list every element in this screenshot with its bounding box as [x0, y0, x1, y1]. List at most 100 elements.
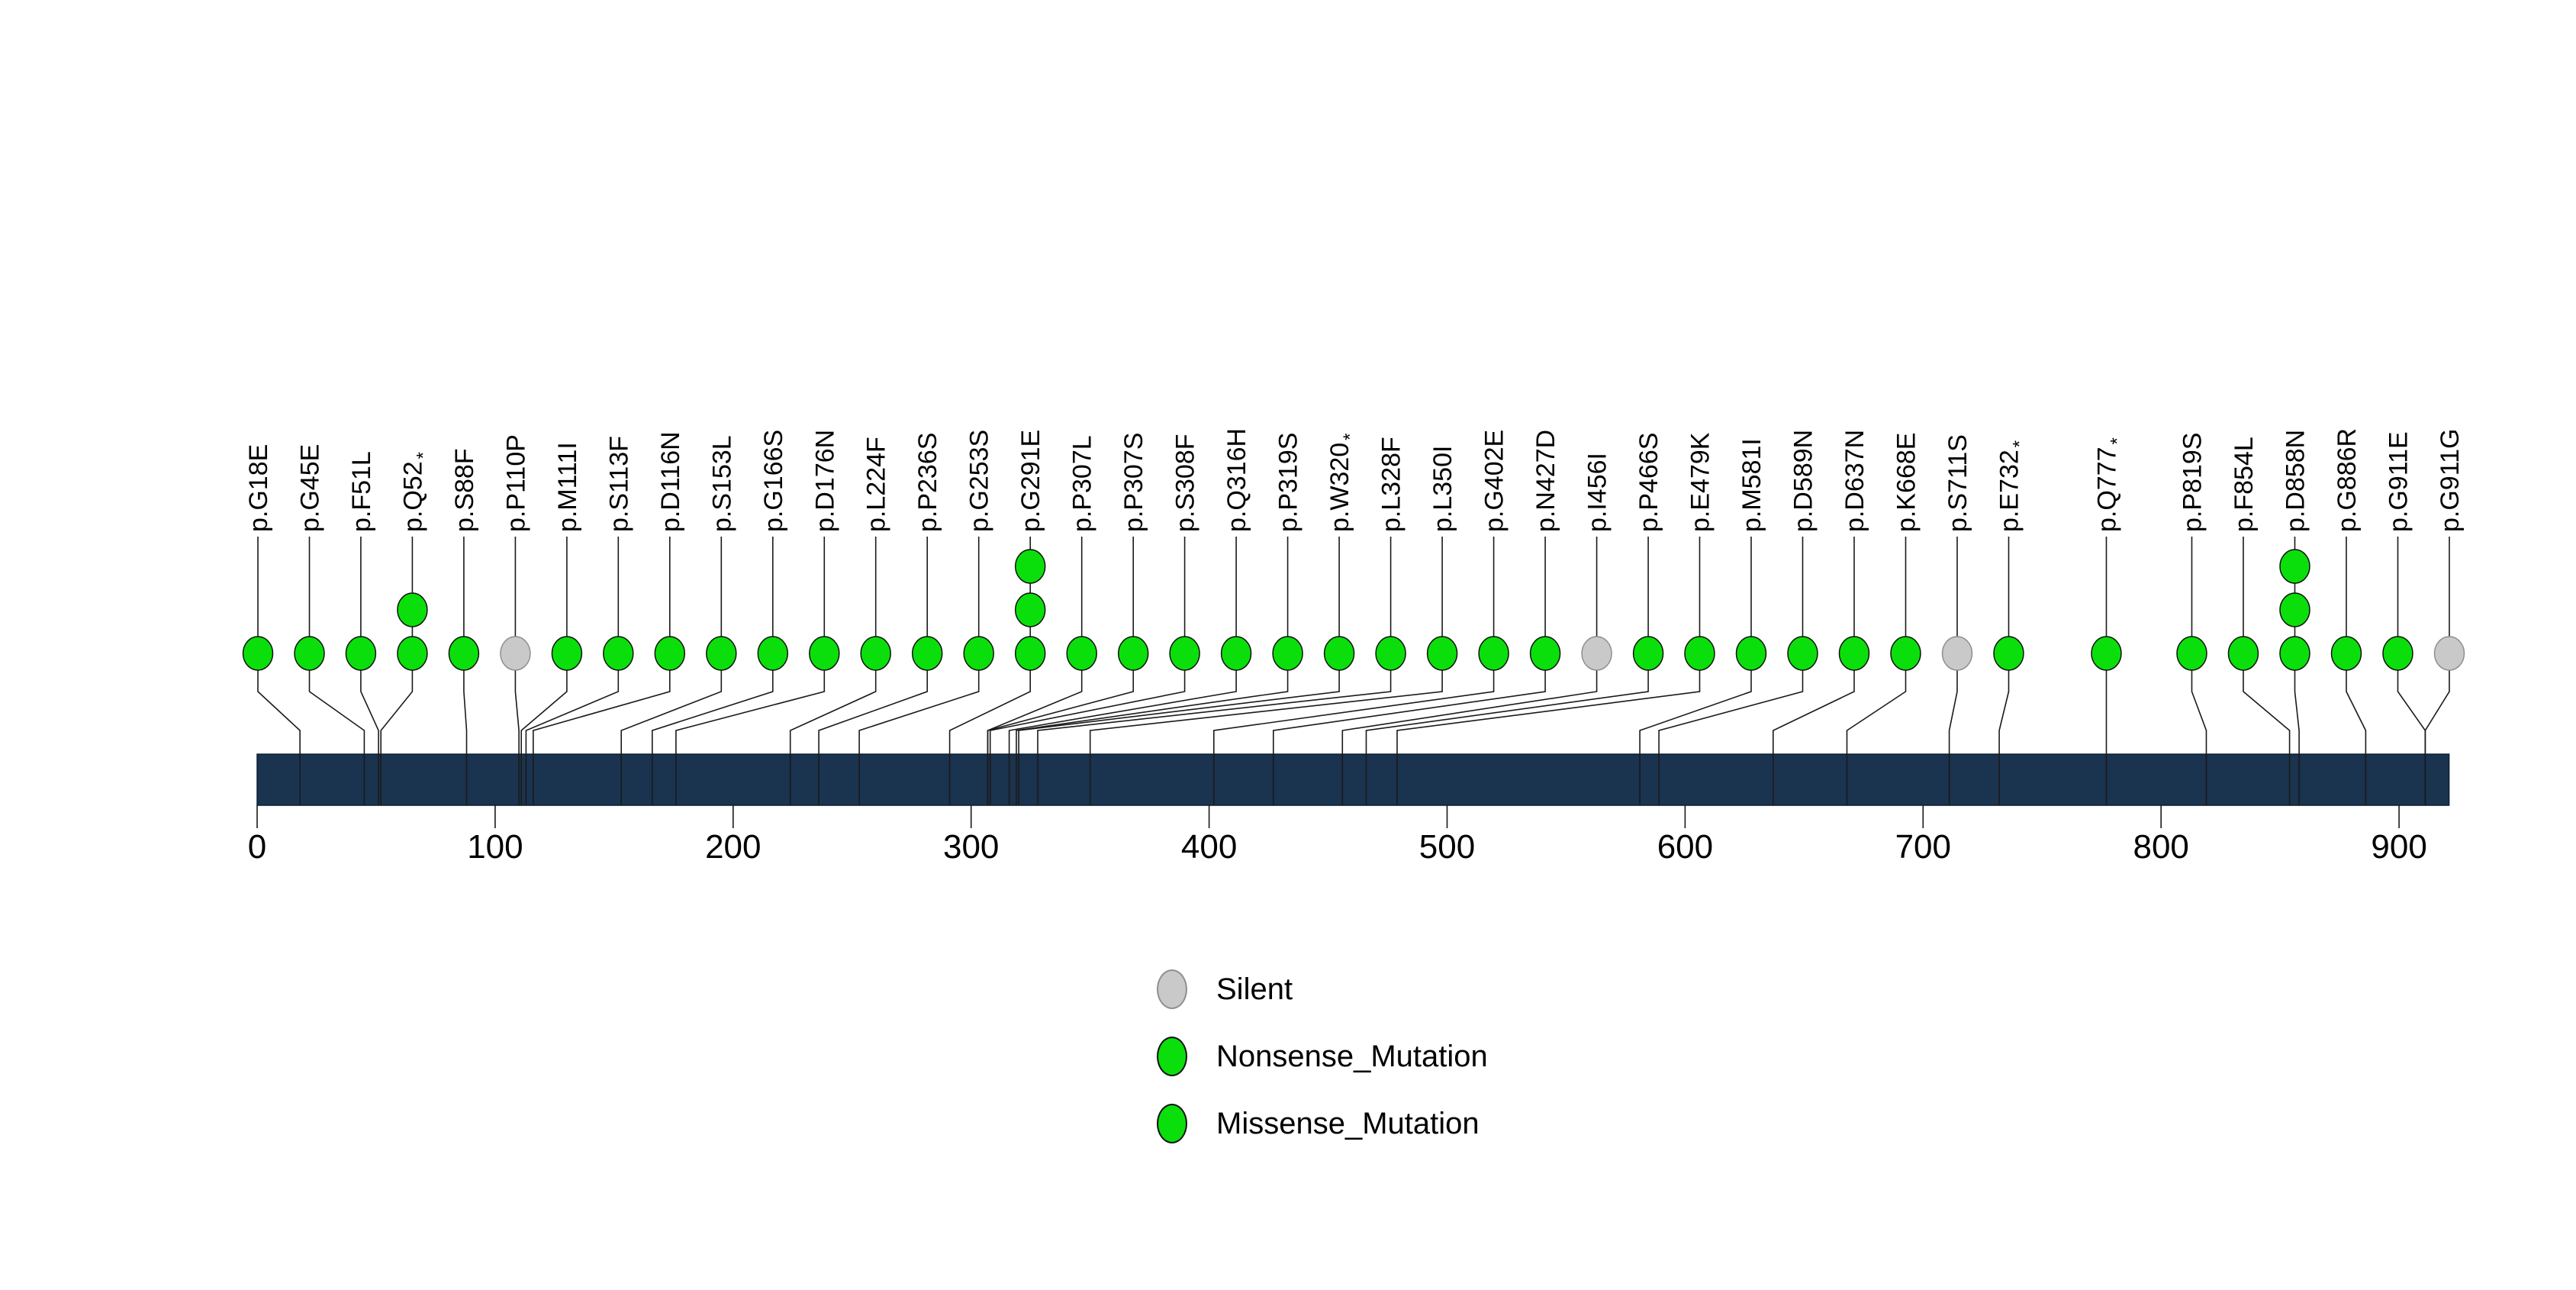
lollipop-circle [397, 636, 428, 671]
mutation-label: p.P236S [913, 433, 942, 532]
lollipop-circle [911, 636, 943, 671]
mutation-connector [1773, 653, 1855, 805]
mutation-label: p.F854L [2230, 437, 2259, 532]
mutation-label: p.P110P [501, 434, 530, 532]
axis-tick-label: 400 [1181, 828, 1237, 866]
mutation-label: p.W320* [1325, 433, 1360, 532]
mutation-connector [1658, 653, 1804, 805]
mutation-connector [675, 653, 826, 805]
lollipop-circle [1787, 636, 1818, 671]
mutation-label: p.P466S [1634, 433, 1663, 532]
mutation-label: p.I456I [1583, 453, 1612, 532]
mutation-label: p.G911E [2384, 431, 2413, 532]
lollipop-circle [2227, 636, 2259, 671]
mutation-label: p.E732* [1995, 440, 2030, 532]
mutation-connector [948, 653, 1031, 805]
missense-swatch-icon [1157, 1104, 1187, 1143]
lollipop-circle [397, 592, 428, 627]
mutation-label: p.G291E [1016, 430, 1045, 532]
lollipop-circle [2091, 636, 2122, 671]
lollipop-circle [294, 636, 325, 671]
legend-label-missense: Missense_Mutation [1216, 1106, 1480, 1140]
mutation-label: p.G18E [244, 444, 273, 532]
mutation-connector [308, 653, 365, 805]
lollipop-circle [1220, 636, 1252, 671]
axis-tick-label: 100 [467, 828, 523, 866]
lollipop-circle [1014, 636, 1046, 671]
mutation-label: p.P819S [2178, 433, 2207, 532]
lollipop-circle [2382, 636, 2413, 671]
lollipop-circle [2330, 636, 2362, 671]
lollipop-circle [242, 636, 274, 671]
lollipop-circle [551, 636, 583, 671]
axis-tick-label: 600 [1657, 828, 1713, 866]
lollipop-circle [448, 636, 480, 671]
mutation-connector [1273, 653, 1546, 805]
lollipop-circle [757, 636, 789, 671]
axis-tick-label: 700 [1895, 828, 1951, 866]
mutation-label: p.P307L [1068, 435, 1097, 532]
mutation-label: p.Q316H [1222, 428, 1251, 532]
lollipop-circle [1014, 549, 1046, 584]
mutation-label: p.S308F [1171, 434, 1200, 532]
mutation-label: p.G886R [2333, 428, 2362, 532]
protein-bar [256, 753, 2450, 806]
mutation-connector [2424, 653, 2450, 805]
lollipop-circle [1066, 636, 1097, 671]
mutation-label: p.L350I [1428, 446, 1457, 532]
mutation-connector [1089, 653, 1443, 805]
lollipop-circle [1684, 636, 1715, 671]
lollipop-circle [1581, 636, 1612, 671]
mutation-label: p.F51L [347, 451, 376, 532]
lollipop-circle [860, 636, 891, 671]
lollipop-circle [500, 636, 531, 671]
axis-tick-label: 800 [2133, 828, 2188, 866]
mutation-label: p.D176N [810, 430, 839, 532]
mutation-connector [2294, 653, 2300, 805]
mutation-label: p.D589N [1789, 430, 1818, 532]
lollipop-circle [2279, 636, 2310, 671]
mutation-connector [1213, 653, 1495, 805]
lollipop-circle [1117, 636, 1149, 671]
silent-swatch-icon [1157, 969, 1187, 1009]
mutation-label: p.S113F [604, 436, 633, 532]
axis-tick-label: 0 [248, 828, 266, 866]
mutation-connector [1846, 653, 1907, 805]
mutation-connector [1037, 653, 1392, 805]
axis-tick-label: 500 [1419, 828, 1475, 866]
mutation-connector [2243, 653, 2291, 805]
mutation-label: p.L224F [862, 437, 891, 532]
legend-item-silent: Silent [1157, 956, 1488, 1023]
mutation-label: p.L328F [1377, 437, 1406, 532]
lollipop-circle [1169, 636, 1200, 671]
mutation-label: p.M111I [553, 442, 582, 532]
legend-label-nonsense: Nonsense_Mutation [1216, 1039, 1488, 1073]
mutation-connector [1008, 653, 1237, 805]
mutation-label: p.D858N [2281, 430, 2310, 532]
lollipop-circle [2279, 592, 2310, 627]
mutation-label: p.G253S [965, 430, 994, 532]
mutation-connector [2191, 653, 2207, 805]
mutation-connector [858, 653, 980, 805]
nonsense-swatch-icon [1157, 1037, 1187, 1076]
mutation-label: p.S153L [707, 435, 736, 532]
lollipop-circle [706, 636, 737, 671]
lollipop-circle [1735, 636, 1767, 671]
mutation-connector [2346, 653, 2367, 805]
mutation-connector [987, 653, 1134, 805]
mutation-label: p.Q777* [2093, 437, 2128, 532]
mutation-label: p.K668E [1892, 433, 1921, 532]
lollipop-circle [809, 636, 840, 671]
mutation-connector [257, 653, 301, 805]
lollipop-circle [1632, 636, 1664, 671]
axis-tick-label: 900 [2371, 828, 2426, 866]
lollipop-circle [1478, 636, 1509, 671]
mutation-label: p.G166S [759, 430, 788, 532]
mutation-label: p.G402E [1480, 430, 1509, 532]
lollipop-circle [1426, 636, 1458, 671]
lollipop-circle [1375, 636, 1406, 671]
lollipop-circle [1529, 636, 1561, 671]
mutation-label: p.Q52* [398, 452, 433, 532]
mutation-connector [1365, 653, 1649, 805]
